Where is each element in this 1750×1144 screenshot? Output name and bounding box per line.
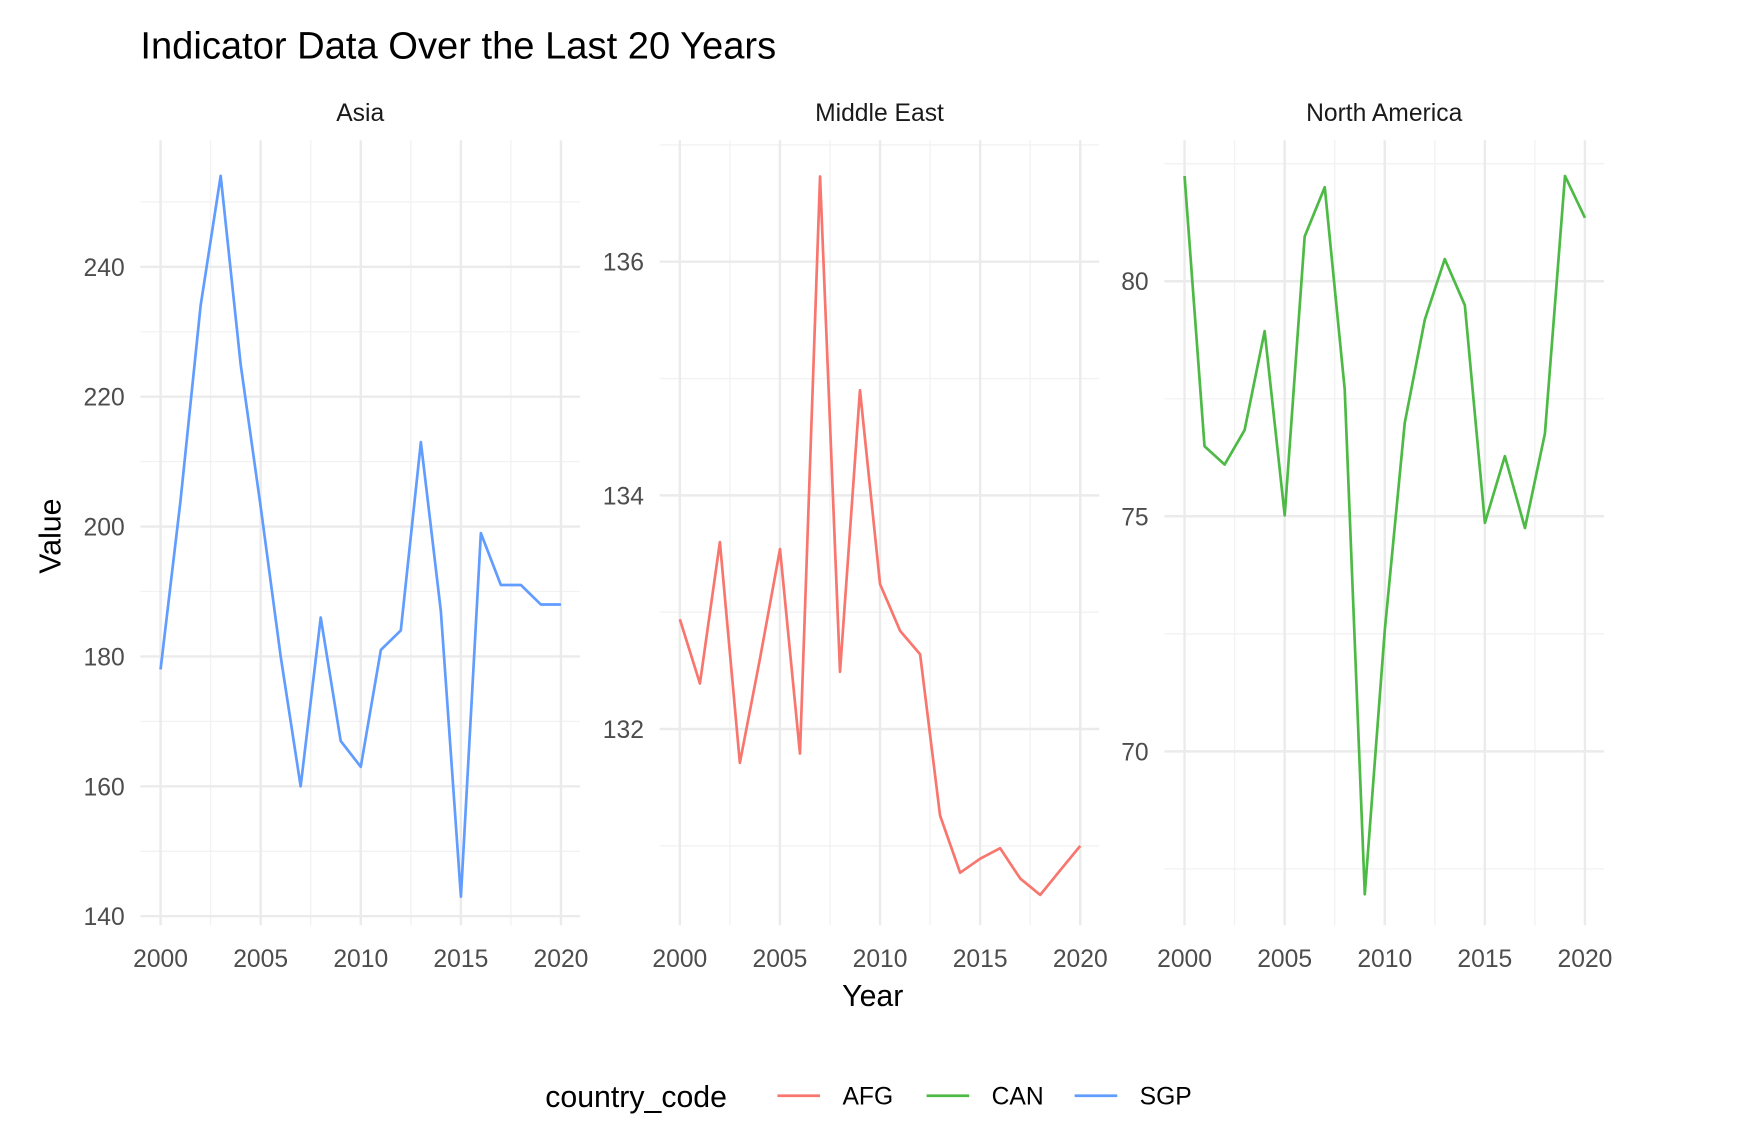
legend-label-can: CAN [992, 1084, 1044, 1111]
x-tick-label: 2010 [1357, 946, 1412, 973]
x-tick-label: 2005 [1257, 946, 1312, 973]
x-tick-label: 2020 [1558, 946, 1613, 973]
facet-strip-label: Asia [336, 100, 384, 127]
legend-label-sgp: SGP [1140, 1084, 1192, 1111]
y-tick-label: 240 [84, 255, 125, 282]
x-tick-label: 2015 [1457, 946, 1512, 973]
x-tick-label: 2000 [1157, 946, 1212, 973]
y-axis-title: Value [35, 499, 68, 574]
x-tick-label: 2000 [133, 946, 188, 973]
y-tick-label: 136 [603, 250, 644, 277]
x-tick-label: 2020 [1053, 946, 1108, 973]
y-tick-label: 180 [84, 644, 125, 671]
facet-panel-middle-east: Middle East 132 134 136 2000 2005 2010 2015 2020 [603, 100, 1108, 973]
y-tick-label: 220 [84, 385, 125, 412]
x-tick-label: 2005 [233, 946, 288, 973]
facet-strip-label: Middle East [815, 100, 944, 127]
x-tick-label: 2020 [534, 946, 589, 973]
x-tick-label: 2015 [433, 946, 488, 973]
facet-panel-asia: Asia 140 160 180 200 220 240 2000 2005 2010 2015 20… [84, 100, 589, 973]
legend-title: country_code [545, 1081, 727, 1114]
y-tick-label: 70 [1121, 739, 1148, 766]
y-tick-label: 160 [84, 774, 125, 801]
x-tick-label: 2010 [333, 946, 388, 973]
legend: country_code AFG CAN SGP [545, 1081, 1192, 1114]
facet-strip-label: North America [1306, 100, 1462, 127]
x-tick-label: 2005 [753, 946, 808, 973]
x-tick-label: 2000 [652, 946, 707, 973]
series-line-can [1183, 174, 1587, 896]
x-tick-label: 2015 [953, 946, 1008, 973]
facet-panel-north-america: North America 70 75 80 2000 2005 2010 2015 2020 [1121, 100, 1612, 973]
y-tick-label: 75 [1121, 504, 1148, 531]
y-tick-label: 140 [84, 904, 125, 931]
x-axis-title: Year [842, 980, 903, 1013]
chart-title: Indicator Data Over the Last 20 Years [140, 24, 776, 67]
series-line-sgp [159, 174, 561, 899]
y-tick-label: 132 [603, 717, 644, 744]
y-tick-label: 134 [603, 483, 644, 510]
y-tick-label: 200 [84, 515, 125, 542]
legend-label-afg: AFG [842, 1084, 893, 1111]
x-tick-label: 2010 [853, 946, 908, 973]
series-line-afg [678, 175, 1082, 897]
y-tick-label: 80 [1121, 269, 1148, 296]
